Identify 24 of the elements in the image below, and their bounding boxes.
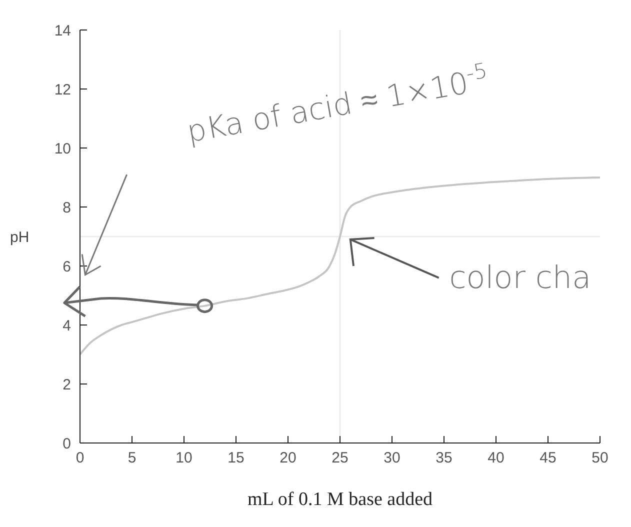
y-tick-label: 8	[62, 199, 71, 216]
y-tick-label: 12	[54, 81, 71, 98]
x-tick-label: 0	[76, 450, 84, 467]
annotation: pKa of acid ≈ 1×10$^{-5}$	[184, 58, 490, 150]
x-tick-label: 45	[540, 450, 556, 467]
y-tick-label: 14	[54, 22, 71, 40]
x-tick-label: 10	[176, 450, 192, 467]
y-axis-title: pH	[10, 228, 30, 246]
x-tick-label: 40	[488, 450, 504, 467]
x-tick-label: 25	[332, 450, 348, 467]
x-tick-label: 20	[280, 450, 296, 467]
x-tick-label: 30	[384, 450, 400, 467]
annotation: color cha	[449, 260, 592, 296]
y-tick-label: 6	[62, 258, 71, 276]
x-axis-title: mL of 0.1 M base added	[247, 489, 434, 510]
x-tick-label: 15	[228, 450, 244, 467]
line-series	[80, 176, 600, 356]
y-tick-label: 4	[62, 317, 71, 334]
x-tick-label: 5	[128, 450, 136, 467]
y-tick-label: 10	[54, 140, 71, 158]
x-tick-label: 35	[436, 450, 452, 467]
y-tick-label: 0	[62, 435, 71, 452]
x-tick-label: 50	[592, 450, 608, 467]
y-tick-label: 2	[62, 376, 71, 394]
